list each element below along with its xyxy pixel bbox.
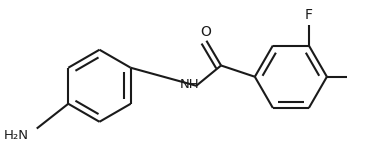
Text: O: O [200,25,211,39]
Text: F: F [305,8,313,22]
Text: NH: NH [180,78,199,91]
Text: H₂N: H₂N [4,129,29,142]
